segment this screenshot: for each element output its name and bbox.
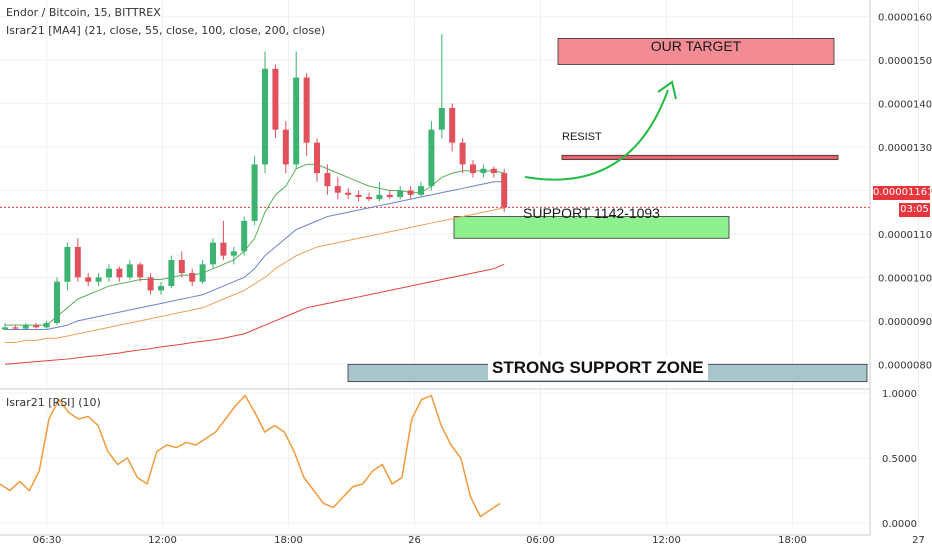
ma-100-line bbox=[5, 207, 505, 344]
candle-body bbox=[501, 173, 508, 208]
candle-body bbox=[137, 264, 144, 278]
candle-body bbox=[418, 186, 424, 195]
candle-body bbox=[147, 277, 154, 291]
candle-body bbox=[376, 194, 383, 200]
zone-box bbox=[453, 216, 730, 239]
ma-indicator-title: Israr21 [MA4] (21, close, 55, close, 100… bbox=[6, 24, 326, 37]
candle-countdown-badge: 03:05 bbox=[899, 203, 930, 217]
resist-label: RESIST bbox=[562, 131, 602, 143]
candle-body bbox=[33, 325, 40, 328]
candle-body bbox=[334, 186, 341, 193]
candle-body bbox=[490, 168, 497, 174]
candle-body bbox=[324, 173, 331, 187]
time-tick-label: 06:30 bbox=[33, 535, 62, 546]
rsi-indicator-title: Israr21 [RSI] (10) bbox=[6, 396, 101, 409]
rsi-line bbox=[0, 394, 501, 518]
target-arrow bbox=[524, 89, 669, 181]
rsi-tick-label: 1.0000 bbox=[882, 389, 917, 400]
candle-body bbox=[449, 107, 456, 143]
candle-body bbox=[64, 246, 71, 282]
zone-box bbox=[557, 38, 835, 65]
target-label: OUR TARGET bbox=[650, 38, 742, 54]
candle-body bbox=[303, 77, 310, 143]
candle-body bbox=[12, 327, 19, 329]
candle-body bbox=[95, 277, 102, 282]
candle-body bbox=[189, 273, 196, 282]
time-tick-label: 06:00 bbox=[526, 535, 555, 546]
support-label: SUPPORT 1142-1093 bbox=[523, 205, 660, 221]
candle-body bbox=[168, 260, 175, 287]
candle-body bbox=[54, 281, 60, 323]
time-tick-label: 27 bbox=[912, 535, 925, 546]
time-tick-label: 18:00 bbox=[274, 535, 303, 546]
time-tick-label: 18:00 bbox=[778, 535, 807, 546]
candle-body bbox=[2, 327, 8, 330]
candle-body bbox=[386, 194, 393, 197]
candle-body bbox=[241, 220, 248, 252]
target-arrow-head bbox=[657, 80, 677, 100]
symbol-title: Endor / Bitcoin, 15, BITTREX bbox=[6, 6, 161, 19]
candle-body bbox=[126, 264, 133, 278]
candle-body bbox=[366, 197, 372, 200]
candle-body bbox=[74, 246, 81, 278]
candle-body bbox=[345, 192, 352, 195]
candle-body bbox=[272, 68, 279, 130]
time-tick-label: 26 bbox=[408, 535, 421, 546]
candle-body bbox=[314, 142, 320, 174]
candle-body bbox=[480, 168, 487, 174]
candle-body bbox=[230, 251, 237, 256]
candle-body bbox=[293, 77, 300, 165]
candle-body bbox=[85, 277, 92, 282]
candle-body bbox=[116, 268, 123, 278]
last-price-badge: 0.00001161 bbox=[873, 186, 932, 200]
time-tick-label: 12:00 bbox=[148, 535, 177, 546]
candle-body bbox=[106, 268, 112, 278]
candle-body bbox=[355, 194, 362, 197]
candle-body bbox=[470, 164, 476, 174]
candle-body bbox=[397, 190, 404, 197]
time-tick-label: 12:00 bbox=[652, 535, 681, 546]
candle-body bbox=[438, 107, 445, 130]
candle-body bbox=[428, 129, 435, 187]
candle-body bbox=[262, 68, 268, 165]
candle-body bbox=[220, 242, 227, 256]
rsi-tick-label: 0.0000 bbox=[882, 519, 917, 530]
candle-body bbox=[199, 264, 206, 282]
zone-box bbox=[561, 154, 839, 161]
strong-support-label: STRONG SUPPORT ZONE bbox=[488, 356, 708, 380]
candle-body bbox=[459, 142, 466, 165]
price-tick-label: 0.00000800 bbox=[878, 360, 932, 371]
candle-body bbox=[22, 325, 29, 329]
candle-body bbox=[210, 242, 216, 265]
ma-200-line bbox=[4, 263, 505, 365]
candle-body bbox=[251, 164, 258, 221]
candle-body bbox=[158, 286, 164, 291]
candle-body bbox=[282, 129, 289, 165]
rsi-tick-label: 0.5000 bbox=[882, 454, 917, 465]
candle-body bbox=[43, 323, 50, 328]
candle-body bbox=[407, 190, 414, 195]
candle-body bbox=[178, 260, 185, 274]
